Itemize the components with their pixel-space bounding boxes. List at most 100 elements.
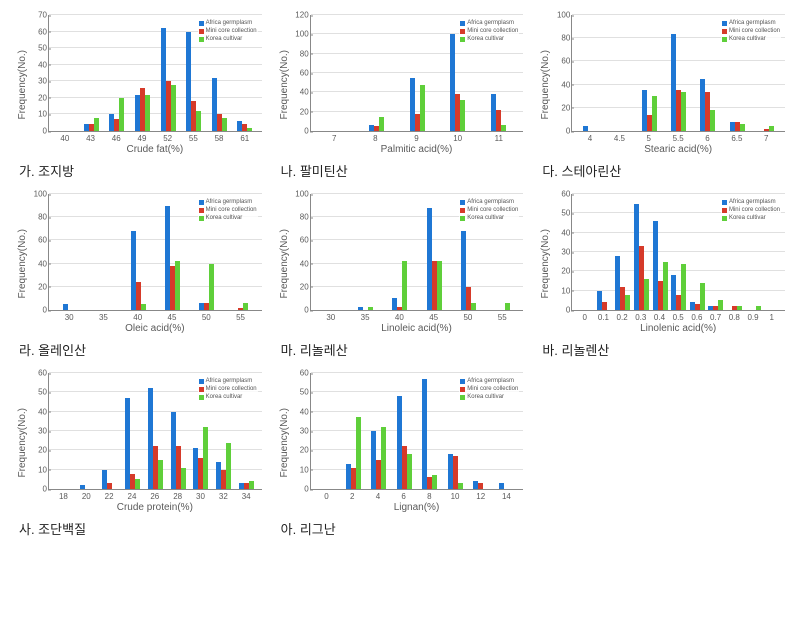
xtick-label: 7 bbox=[314, 134, 355, 143]
xtick-label: 35 bbox=[348, 313, 382, 322]
ytick-label: 0 bbox=[27, 485, 47, 494]
plot-area: 020406080100Africa germplasmMini core co… bbox=[310, 194, 524, 311]
chart-cell-linolenic: Frequency(No.)0102030405060Africa germpl… bbox=[538, 194, 785, 363]
xtick-label: 34 bbox=[235, 492, 258, 501]
xtick-label: 9 bbox=[396, 134, 437, 143]
xtick-label: 40 bbox=[121, 313, 155, 322]
ytick-label: 20 bbox=[289, 446, 309, 455]
chart-cell-palmitic: Frequency(No.)020406080100120Africa germ… bbox=[277, 15, 524, 184]
xlabel: Linoleic acid(%) bbox=[310, 322, 524, 334]
ytick-label: 40 bbox=[289, 88, 309, 97]
bar-group bbox=[443, 373, 469, 489]
bar bbox=[368, 307, 373, 310]
bar bbox=[652, 96, 657, 131]
ytick-label: 60 bbox=[289, 69, 309, 78]
ytick-label: 40 bbox=[27, 60, 47, 69]
ytick-label: 60 bbox=[550, 190, 570, 199]
xtick-label: 4 bbox=[365, 492, 391, 501]
ytick-label: 60 bbox=[27, 27, 47, 36]
xtick-label: 22 bbox=[98, 492, 121, 501]
bar bbox=[158, 460, 163, 489]
xtick-label: 4 bbox=[575, 134, 604, 143]
ytick-label: 20 bbox=[289, 282, 309, 291]
plot-area: 020406080100Africa germplasmMini core co… bbox=[48, 194, 262, 311]
bars-container bbox=[311, 373, 524, 489]
xtick-label: 8 bbox=[416, 492, 442, 501]
bar-group bbox=[478, 15, 519, 131]
xtick-label: 20 bbox=[75, 492, 98, 501]
xtick-label: 55 bbox=[223, 313, 257, 322]
bar bbox=[644, 279, 649, 310]
bar bbox=[381, 427, 386, 489]
bar bbox=[358, 307, 363, 310]
plot-area: 0102030405060Africa germplasmMini core c… bbox=[310, 373, 524, 490]
xtick-label: 0.2 bbox=[613, 313, 632, 322]
bar-group bbox=[315, 373, 341, 489]
bar bbox=[602, 302, 607, 310]
bar bbox=[499, 483, 504, 489]
bar bbox=[769, 126, 774, 131]
ytick-label: 0 bbox=[550, 127, 570, 136]
bar bbox=[422, 379, 427, 489]
bar bbox=[681, 92, 686, 131]
xtick-label: 0.4 bbox=[650, 313, 669, 322]
bar-group bbox=[688, 194, 707, 310]
bars-container bbox=[572, 15, 785, 131]
caption: 아. 리그난 bbox=[277, 513, 524, 542]
xtick-label: 0.9 bbox=[744, 313, 763, 322]
ytick-label: 60 bbox=[289, 369, 309, 378]
bar-group bbox=[98, 373, 121, 489]
xtick-label: 55 bbox=[485, 313, 519, 322]
chart-cell-linoleic: Frequency(No.)020406080100Africa germpla… bbox=[277, 194, 524, 363]
bar-group bbox=[232, 15, 258, 131]
bar bbox=[407, 454, 412, 489]
bar-group bbox=[167, 373, 190, 489]
xtick-label: 6 bbox=[693, 134, 722, 143]
chart-linoleic: Frequency(No.)020406080100Africa germpla… bbox=[277, 194, 524, 334]
xtick-label: 5.5 bbox=[663, 134, 692, 143]
bar bbox=[471, 303, 476, 310]
bar-group bbox=[53, 373, 76, 489]
ytick-label: 100 bbox=[27, 190, 47, 199]
bar-group bbox=[485, 194, 519, 310]
bar-group bbox=[356, 15, 397, 131]
ytick-label: 30 bbox=[289, 427, 309, 436]
bar-group bbox=[53, 15, 79, 131]
ytick-label: 40 bbox=[27, 407, 47, 416]
xtick-label: 32 bbox=[212, 492, 235, 501]
bar bbox=[420, 85, 425, 131]
xtick-label: 35 bbox=[86, 313, 120, 322]
chart-protein: Frequency(No.)0102030405060Africa germpl… bbox=[15, 373, 262, 513]
ytick-label: 20 bbox=[550, 103, 570, 112]
caption: 사. 조단백질 bbox=[15, 513, 262, 542]
bar bbox=[181, 468, 186, 489]
bar bbox=[737, 306, 742, 310]
bar-group bbox=[155, 15, 181, 131]
xtick-label: 40 bbox=[382, 313, 416, 322]
bar-group bbox=[79, 15, 105, 131]
xlabel: Crude protein(%) bbox=[48, 501, 262, 513]
ytick-label: 0 bbox=[27, 306, 47, 315]
ytick-label: 80 bbox=[27, 213, 47, 222]
bar bbox=[625, 295, 630, 310]
caption: 바. 리놀렌산 bbox=[538, 334, 785, 363]
ytick-label: 0 bbox=[289, 306, 309, 315]
bar-group bbox=[349, 194, 383, 310]
bar bbox=[175, 261, 180, 310]
bar bbox=[171, 85, 176, 131]
bar bbox=[243, 303, 248, 310]
xtick-label: 55 bbox=[181, 134, 207, 143]
bar-group bbox=[76, 373, 99, 489]
ytick-label: 30 bbox=[550, 248, 570, 257]
ytick-label: 50 bbox=[27, 388, 47, 397]
xtick-label: 0.8 bbox=[725, 313, 744, 322]
bar-group bbox=[725, 194, 744, 310]
bars-container bbox=[49, 194, 262, 310]
plot-area: 020406080100120Africa germplasmMini core… bbox=[310, 15, 524, 132]
xtick-label: 58 bbox=[206, 134, 232, 143]
bar bbox=[700, 283, 705, 310]
bar-group bbox=[707, 194, 726, 310]
xlabel: Lignan(%) bbox=[310, 501, 524, 513]
ytick-label: 60 bbox=[27, 236, 47, 245]
ytick-label: 20 bbox=[27, 93, 47, 102]
